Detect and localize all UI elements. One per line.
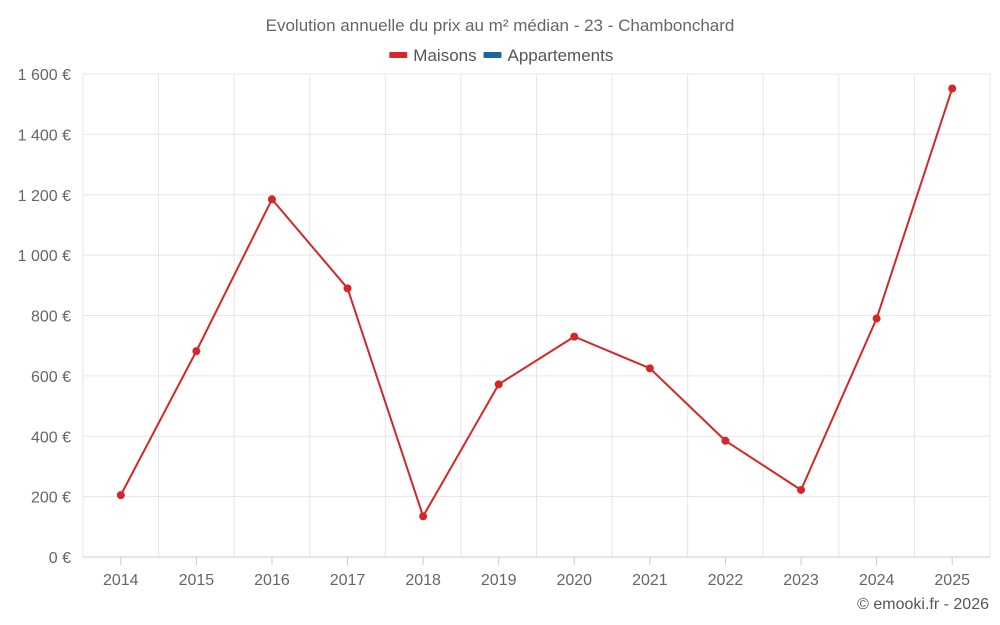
x-tick-label: 2022 [708, 572, 744, 589]
data-point[interactable] [343, 284, 352, 293]
x-tick-label: 2018 [405, 572, 441, 589]
x-tick-label: 2016 [254, 572, 290, 589]
grid [82, 73, 991, 557]
x-tick-label: 2014 [103, 572, 139, 589]
x-tick-label: 2017 [330, 572, 366, 589]
data-point[interactable] [645, 364, 654, 373]
legend-swatch [483, 52, 502, 58]
credit-text: © emooki.fr - 2026 [857, 596, 989, 613]
data-point[interactable] [419, 512, 428, 521]
chart-title: Evolution annuelle du prix au m² médian … [266, 16, 735, 35]
y-tick-label: 0 € [49, 550, 71, 567]
y-tick-label: 1 600 € [18, 67, 71, 84]
legend: Maisons Appartements [389, 46, 613, 65]
y-tick-label: 800 € [31, 309, 71, 326]
x-tick-label: 2020 [556, 572, 592, 589]
y-tick-label: 1 400 € [18, 127, 71, 144]
data-point[interactable] [948, 84, 957, 93]
x-tick-label: 2015 [179, 572, 215, 589]
data-point[interactable] [797, 485, 806, 494]
legend-item-maisons[interactable]: Maisons [389, 46, 477, 65]
data-point[interactable] [267, 195, 276, 204]
x-tick-label: 2019 [481, 572, 517, 589]
data-point[interactable] [494, 380, 503, 389]
y-tick-label: 600 € [31, 369, 71, 386]
data-point[interactable] [721, 436, 730, 445]
legend-swatch [389, 52, 408, 58]
y-tick-label: 200 € [31, 490, 71, 507]
x-tick-label: 2023 [783, 572, 819, 589]
data-point[interactable] [570, 332, 579, 341]
data-point[interactable] [192, 347, 201, 356]
legend-item-appartements[interactable]: Appartements [483, 46, 614, 65]
legend-label: Appartements [508, 46, 614, 65]
y-tick-label: 400 € [31, 429, 71, 446]
data-point[interactable] [872, 314, 881, 323]
data-point[interactable] [116, 491, 125, 500]
y-tick-label: 1 200 € [18, 188, 71, 205]
x-tick-label: 2025 [934, 572, 970, 589]
series-layer [116, 84, 957, 521]
legend-label: Maisons [413, 46, 476, 65]
x-tick-label: 2024 [859, 572, 895, 589]
x-tick-label: 2021 [632, 572, 668, 589]
series-line-maisons [119, 88, 954, 518]
y-tick-label: 1 000 € [18, 248, 71, 265]
axes: 0 € 200 € 400 € 600 € 800 € 1 000 € 1 200 € 1 4… [18, 67, 990, 589]
